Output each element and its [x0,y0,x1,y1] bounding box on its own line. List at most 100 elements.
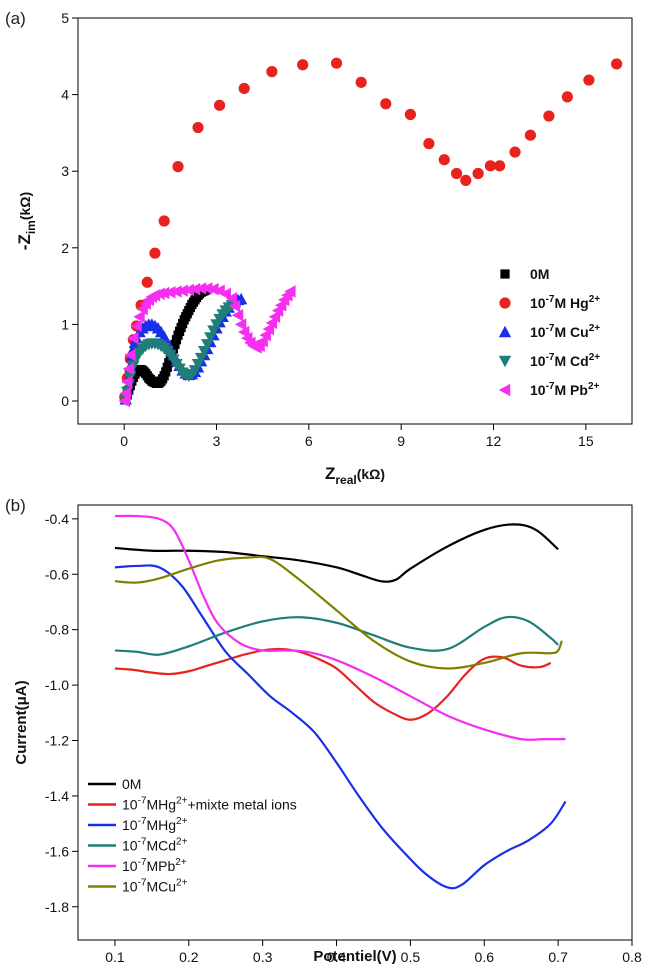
panel-a-point [484,160,497,172]
panel-b-x-tick-label: 0.5 [401,949,421,965]
panel-b-plot-frame [77,504,633,941]
panel-a-point [268,310,281,323]
panel-b-legend-label-0: 0M [122,776,141,792]
panel-b-y-tick-label: -1.6 [45,843,69,859]
panel-a-point [238,82,250,95]
panel-a-data [118,57,623,408]
panel-a-plot-frame [77,17,633,425]
panel-a-point [228,299,241,313]
panel-a-legend-label-0: 0M [530,266,549,282]
panel-b-series-line-4 [114,514,566,741]
panel-b-y-tick-label: -0.8 [45,622,69,638]
panel-a-point [380,98,392,110]
panel-a-point [284,285,296,298]
panel-b-legend-label-4: 10-7MPb2+ [122,857,187,874]
panel-a-point [124,348,136,362]
panel-b-y-tick-label: -0.6 [45,566,69,582]
panel-a-point [583,74,595,86]
panel-b-data [114,514,567,890]
panel-a-point [188,282,201,296]
panel-b-x-tick-label: 0.7 [548,949,568,965]
panel-a-legend-marker-3 [498,355,512,368]
panel-a-legend-marker-2 [498,325,512,338]
panel-a-point [561,91,573,103]
panel-a-x-title-sub: real [335,473,356,487]
panel-a-point [158,215,170,227]
panel-b-x-tick-label: 0.8 [622,949,642,965]
panel-a-point [118,394,130,408]
panel-a-y-tick-label: 2 [61,240,69,256]
panel-a-y-axis-title: -Zim(kΩ) [15,192,38,250]
panel-a-point [122,362,134,376]
panel-a-x-title-unit: (kΩ) [357,466,385,482]
panel-a-point [164,286,176,299]
panel-b-y-axis-title: Current(μA) [13,680,30,764]
panel-a-point [494,160,506,172]
panel-b-x-tick-label: 0.2 [179,949,199,965]
panel-b-legend-label-2: 10-7MHg2+ [122,816,188,833]
panel-a-point [194,282,207,295]
panel-a-point [330,57,343,69]
panel-a-point [404,108,416,121]
panel-b: (b) 0.1 0.2 0.3 0.4 0.5 0.6 0.7 0.8 -0.4 -0.6 -0.8… [5,496,642,965]
panel-a-legend-label-1: 10-7M Hg2+ [530,294,600,311]
panel-a-legend-marker-0 [500,269,510,279]
panel-a-point [133,310,145,323]
panel-b-x-tick-label: 0.4 [327,949,347,965]
panel-a-x-tick-label: 12 [486,433,502,449]
panel-a-x-tick-label: 0 [120,433,128,449]
panel-a-point [355,76,367,88]
panel-a-legend-marker-1 [499,297,511,309]
panel-b-legend-label-3: 10-7MCd2+ [122,837,188,854]
panel-a-point [153,287,165,300]
panel-a-y-title-main: -Z [15,234,34,250]
panel-a-point [472,167,484,180]
panel-b-label: (b) [5,496,26,515]
panel-a-point [438,154,450,166]
panel-a-series-4 [118,282,296,408]
panel-a-x-tick-label: 6 [305,433,313,449]
panel-b-legend-label-5: 10-7MCu2+ [122,878,188,895]
panel-a-point [225,292,238,305]
panel-a-y-tick-label: 1 [61,316,69,332]
panel-a-point [130,319,142,333]
panel-a-point [121,375,133,389]
panel-a-x-axis-title: Zreal(kΩ) [325,464,385,487]
panel-a-point [119,387,131,400]
panel-a-point [524,129,537,141]
panel-a-point [423,138,435,150]
panel-a-legend-label-3: 10-7M Cd2+ [530,352,600,369]
panel-a-y-tick-label: 4 [61,87,69,103]
panel-a-point [182,283,194,297]
panel-a-point [256,335,268,348]
panel-a-point [266,66,278,78]
panel-b-legend-label-1: 10-7MHg2++mixte metal ions [122,796,297,813]
panel-a-point [201,282,213,295]
panel-a-point [297,59,309,71]
panel-b-y-tick-label: -1.8 [45,899,69,915]
panel-a-point [265,316,278,330]
panel-b-y-tick-label: -0.4 [45,511,69,527]
panel-a-point [262,322,275,336]
panel-a-x-tick-label: 3 [213,433,221,449]
panel-a-point [509,146,521,158]
panel-a-legend-marker-4 [498,383,511,397]
panel-a-x-tick-label: 15 [578,433,594,449]
panel-b-series-line-1 [114,647,552,721]
panel-a-point [172,161,184,173]
panel-b-x-tick-label: 0.1 [105,949,125,965]
panel-b-y-tick-label: -1.2 [45,733,69,749]
panel-b-y-tick-label: -1.0 [45,677,69,693]
panel-b-series-line-3 [114,615,559,656]
panel-b-x-axis-title: Potentiel(V) [313,948,396,965]
panel-a-point [234,318,247,331]
panel-a-y-title-unit: (kΩ) [17,192,33,220]
panel-a-point [259,328,271,342]
panel-a-point [127,332,139,345]
panel-b-x-tick-label: 0.6 [475,949,495,965]
panel-a-y-tick-label: 5 [61,10,69,26]
panel-b-series-line-2 [114,564,567,890]
